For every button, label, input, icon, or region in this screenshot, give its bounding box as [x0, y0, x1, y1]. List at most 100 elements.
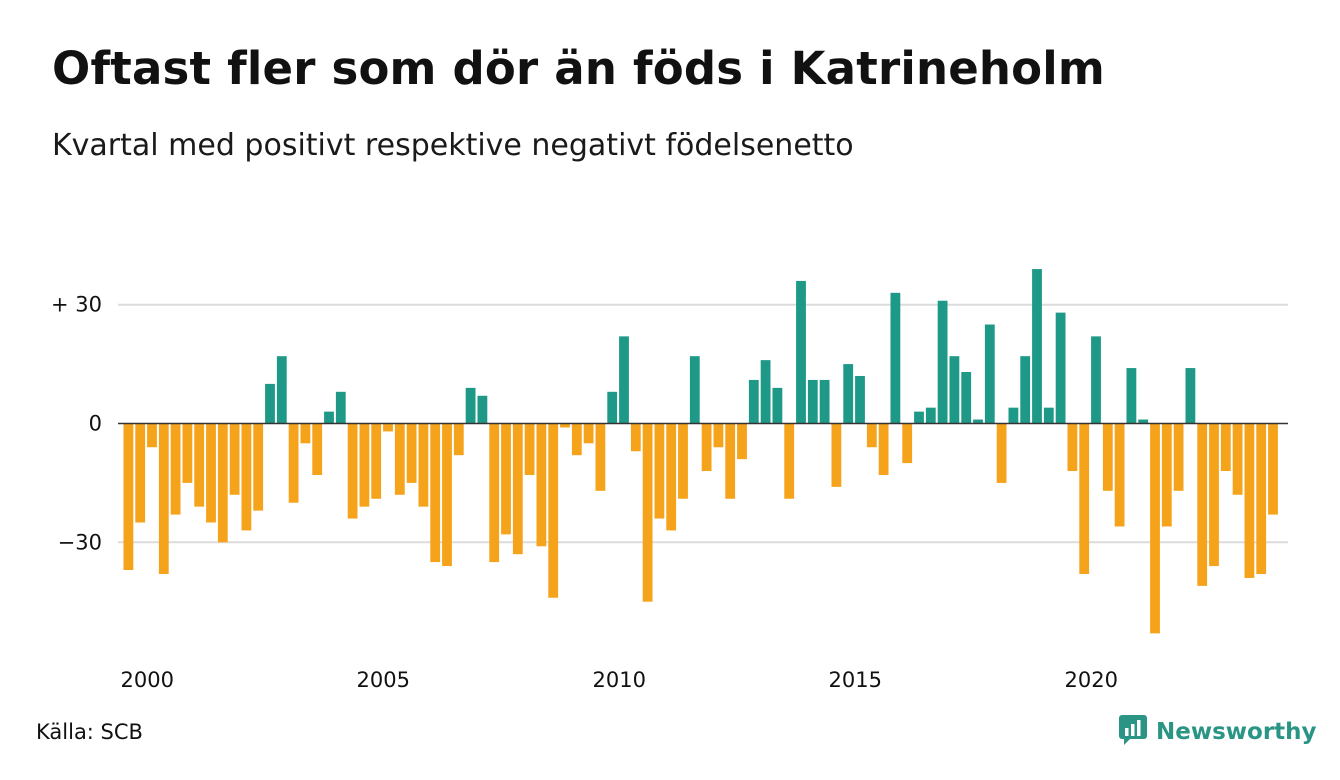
bar-positive: 2015 K2: 15 — [843, 364, 854, 424]
bar-negative: 2009 K4: -5 — [583, 423, 594, 444]
brand-logo[interactable]: Newsworthy — [1118, 714, 1317, 750]
bar-positive: 2021 K2: 14 — [1126, 368, 1137, 424]
bar-negative: 2007 K4: -35 — [489, 423, 500, 563]
bar-negative: 2023 K1: -36 — [1209, 423, 1219, 567]
bar-negative: 2015 K1: -16 — [831, 423, 842, 487]
bar-positive: 2015 K3: 12 — [855, 375, 865, 424]
bar-negative: 2018 K3: -15 — [996, 423, 1007, 483]
y-tick-label: 0 — [89, 412, 102, 436]
bar-positive: 2012 K1: 17 — [689, 356, 700, 424]
bar-positive: 2004 K2: 3 — [324, 411, 334, 424]
bar-positive: 2010 K2: 8 — [607, 391, 618, 424]
bar-negative: 2002 K1: -30 — [217, 423, 228, 543]
bar-negative: 2016 K3: -10 — [902, 423, 913, 464]
bar-negative: 2021 K1: -26 — [1114, 423, 1125, 527]
bar-negative: 2022 K2: -17 — [1173, 423, 1184, 491]
brand-name: Newsworthy — [1156, 719, 1317, 745]
bar-negative: 2008 K1: -28 — [501, 423, 511, 535]
bar-negative: 2008 K2: -33 — [512, 423, 523, 555]
bar-negative: 2023 K3: -18 — [1232, 423, 1243, 495]
bar-positive: 2004 K3: 8 — [335, 391, 346, 424]
bar-negative: 2020 K1: -12 — [1067, 423, 1078, 472]
bar-positive: 2022 K3: 14 — [1185, 368, 1196, 424]
bar-positive: 2021 K3: 1 — [1138, 419, 1149, 424]
bar-positive: 2019 K2: 39 — [1032, 269, 1042, 424]
bar-negative: 2002 K4: -22 — [253, 423, 264, 511]
bar-negative: 2002 K3: -27 — [241, 423, 252, 531]
bar-positive: 2018 K2: 25 — [984, 324, 995, 424]
bar-chart: 2000 K1: -372000 K2: -252000 K3: -62000 … — [51, 269, 1288, 692]
bar-negative: 2024 K2: -23 — [1268, 423, 1278, 515]
bar-negative: 2011 K1: -45 — [642, 423, 653, 602]
bar-negative: 2020 K2: -38 — [1079, 423, 1090, 574]
bar-negative: 2009 K3: -8 — [571, 423, 582, 456]
bar-negative: 2021 K4: -53 — [1150, 423, 1160, 634]
y-tick-label: −30 — [58, 530, 102, 554]
bar-negative: 2023 K2: -12 — [1220, 423, 1231, 472]
bar-negative: 2006 K2: -21 — [418, 423, 429, 507]
bar-negative: 2001 K2: -15 — [182, 423, 193, 483]
bar-negative: 2001 K1: -23 — [170, 423, 181, 515]
bar-negative: 2001 K3: -21 — [194, 423, 205, 507]
bar-positive: 2014 K3: 11 — [807, 379, 818, 424]
bar-positive: 2010 K3: 22 — [619, 336, 629, 424]
bar-negative: 2010 K4: -7 — [630, 423, 641, 452]
bar-negative: 2003 K3: -20 — [288, 423, 299, 503]
x-tick-label: 2005 — [357, 668, 410, 692]
bar-negative: 2012 K4: -19 — [725, 423, 736, 499]
bar-negative: 2022 K1: -26 — [1161, 423, 1172, 527]
bar-negative: 2004 K4: -24 — [347, 423, 358, 519]
bar-positive: 2019 K3: 4 — [1043, 407, 1054, 424]
bar-negative: 2006 K1: -15 — [406, 423, 417, 483]
bar-negative: 2000 K2: -25 — [135, 423, 146, 523]
bar-positive: 2003 K2: 17 — [276, 356, 287, 424]
newsworthy-logo-icon — [1118, 714, 1148, 750]
bar-negative: 2023 K4: -39 — [1244, 423, 1255, 578]
bar-positive: 2019 K1: 17 — [1020, 356, 1031, 424]
bar-negative: 2008 K4: -31 — [536, 423, 547, 547]
bar-negative: 2012 K2: -12 — [701, 423, 712, 472]
bar-positive: 2014 K2: 36 — [796, 280, 806, 424]
bar-negative: 2011 K3: -27 — [666, 423, 677, 531]
bar-positive: 2007 K3: 7 — [477, 395, 488, 424]
bar-negative: 2020 K4: -17 — [1102, 423, 1113, 491]
bar-negative: 2005 K1: -21 — [359, 423, 370, 507]
bar-positive: 2014 K4: 11 — [819, 379, 830, 424]
bar-negative: 2009 K1: -44 — [548, 423, 559, 598]
chart-title: Oftast fler som dör än föds i Katrinehol… — [52, 42, 1105, 95]
bar-negative: 2000 K3: -6 — [147, 423, 157, 448]
bar-negative: 2001 K4: -25 — [206, 423, 216, 523]
bar-positive: 2019 K4: 28 — [1055, 312, 1066, 424]
bar-negative: 2012 K3: -6 — [713, 423, 724, 448]
bar-negative: 2014 K1: -19 — [784, 423, 795, 499]
bar-positive: 2013 K3: 16 — [760, 360, 771, 424]
bar-negative: 2022 K4: -41 — [1197, 423, 1208, 586]
bar-negative: 2015 K4: -6 — [866, 423, 877, 448]
bar-negative: 2004 K1: -13 — [312, 423, 323, 475]
bar-positive: 2013 K2: 11 — [748, 379, 759, 424]
bar-negative: 2007 K1: -8 — [453, 423, 464, 456]
x-tick-label: 2015 — [829, 668, 882, 692]
bar-negative: 2002 K2: -18 — [229, 423, 240, 495]
bar-positive: 2007 K2: 9 — [465, 387, 476, 424]
bar-positive: 2013 K4: 9 — [772, 387, 783, 424]
gridlines — [118, 303, 1288, 544]
source-note: Källa: SCB — [36, 720, 143, 744]
x-tick-label: 2000 — [121, 668, 174, 692]
bar-negative: 2024 K1: -38 — [1256, 423, 1267, 574]
bar-negative: 2008 K3: -13 — [524, 423, 535, 475]
bars: 2000 K1: -372000 K2: -252000 K3: -62000 … — [123, 269, 1278, 634]
bar-positive: 2016 K4: 3 — [914, 411, 924, 424]
bar-negative: 2009 K2: -1 — [560, 423, 570, 428]
bar-negative: 2013 K1: -9 — [737, 423, 747, 460]
bar-negative: 2000 K1: -37 — [123, 423, 134, 571]
bar-negative: 2005 K4: -18 — [394, 423, 405, 495]
bar-negative: 2000 K4: -38 — [158, 423, 169, 574]
bar-positive: 2020 K3: 22 — [1091, 336, 1101, 424]
bar-positive: 2017 K1: 4 — [925, 407, 936, 424]
x-tick-label: 2010 — [593, 668, 646, 692]
bar-negative: 2006 K4: -36 — [442, 423, 452, 567]
bar-negative: 2006 K3: -35 — [430, 423, 441, 563]
bar-negative: 2016 K1: -13 — [878, 423, 889, 475]
bar-negative: 2003 K4: -5 — [300, 423, 311, 444]
